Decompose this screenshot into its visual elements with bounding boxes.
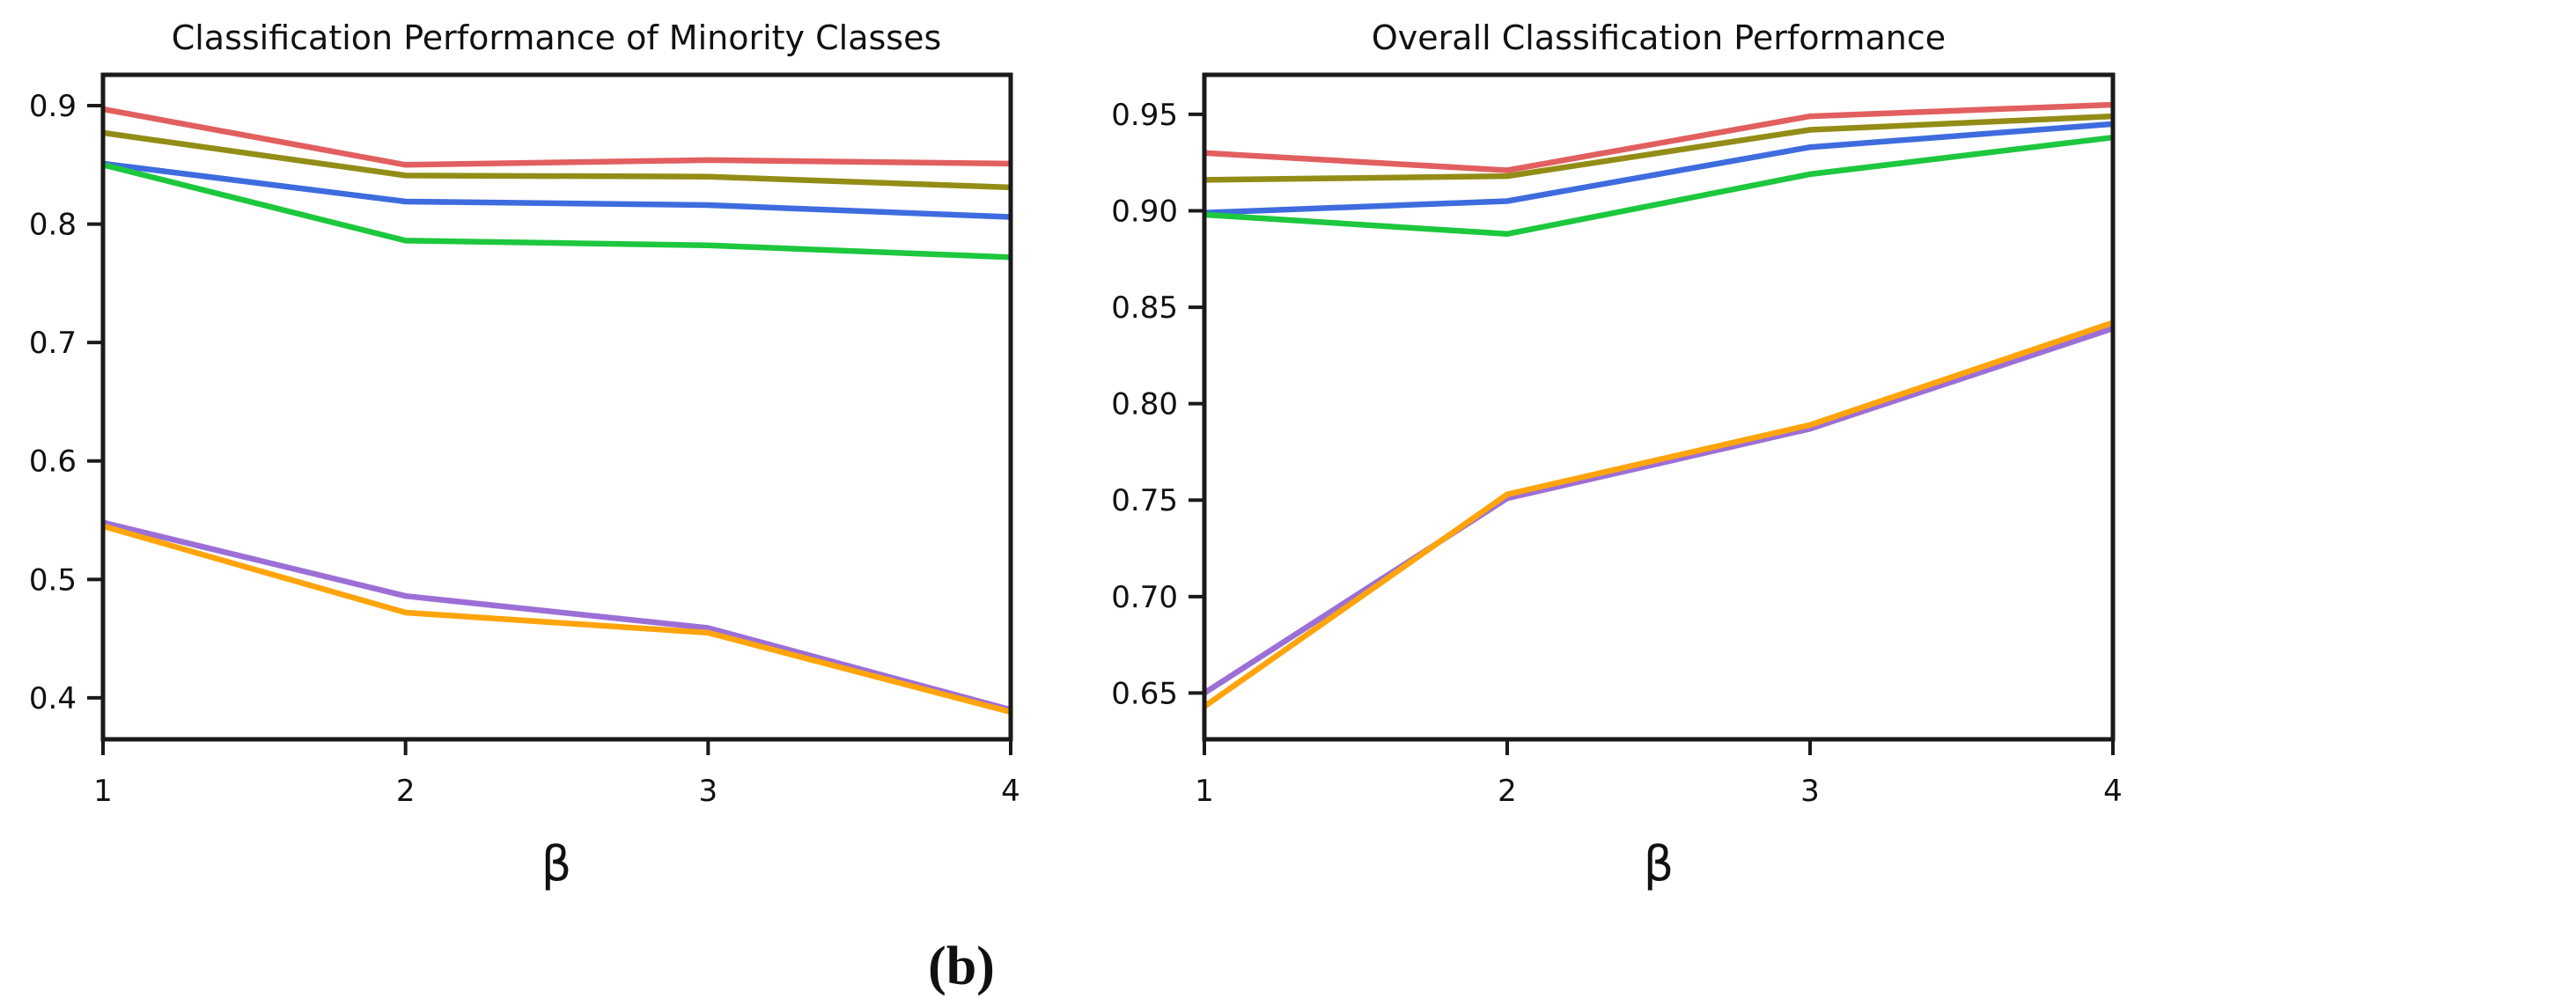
- x-tick-label: 2: [1498, 774, 1517, 809]
- y-tick-label: 0.90: [1111, 195, 1178, 230]
- y-tick-label: 0.5: [29, 562, 77, 598]
- series-line-orange: [102, 523, 1012, 716]
- plot-area-minority: 0.9 0.8 0.7 0.6 0.5 0.4 1 2 3 4: [29, 72, 1020, 809]
- x-axis-label-beta-right: β: [1644, 836, 1674, 892]
- figure-caption: (b): [928, 936, 995, 996]
- chart-title-overall: Overall Classification Performance: [1372, 18, 1946, 57]
- series-line-green: [102, 162, 1012, 261]
- y-tick-label: 0.70: [1111, 580, 1178, 615]
- y-tick-label: 0.95: [1111, 98, 1178, 133]
- chart-title-minority: Classification Performance of Minority C…: [172, 18, 942, 57]
- x-axis-label-beta-left: β: [541, 836, 571, 892]
- x-tick-label: 3: [1800, 774, 1820, 809]
- y-tick-label: 0.9: [29, 89, 77, 124]
- y-tick-label: 0.85: [1111, 290, 1178, 326]
- plot-area-overall: 0.95 0.90 0.85 0.80 0.75 0.70 0.65 1 2 3 4: [1111, 72, 2123, 809]
- series-line-red: [102, 106, 1012, 168]
- x-tick-label: 3: [699, 774, 718, 809]
- series-line-blue: [102, 160, 1012, 220]
- x-tick-label: 1: [93, 774, 113, 809]
- series-line-purple: [102, 519, 1012, 713]
- y-tick-label: 0.75: [1111, 483, 1178, 518]
- series-line-orange: [1203, 319, 2115, 709]
- plot-spines: [100, 72, 1013, 742]
- y-tick-label: 0.65: [1111, 676, 1178, 711]
- series-line-olive: [1203, 113, 2114, 183]
- x-tick-label: 2: [396, 774, 416, 809]
- series-line-blue: [1203, 121, 2114, 216]
- series-line-purple: [1203, 326, 2115, 696]
- x-tick-label: 4: [1001, 774, 1020, 809]
- x-tick-label: 1: [1195, 774, 1214, 809]
- y-tick-label: 0.6: [29, 444, 77, 480]
- y-tick-label: 0.8: [29, 208, 77, 243]
- series-line-olive: [102, 129, 1012, 191]
- y-tick-label: 0.80: [1111, 387, 1178, 422]
- series-line-red: [1203, 101, 2114, 173]
- x-tick-label: 4: [2103, 774, 2123, 809]
- plot-spines: [1202, 72, 2116, 742]
- y-tick-label: 0.4: [29, 681, 77, 716]
- series-line-green: [1203, 134, 2114, 238]
- y-tick-label: 0.7: [29, 326, 77, 361]
